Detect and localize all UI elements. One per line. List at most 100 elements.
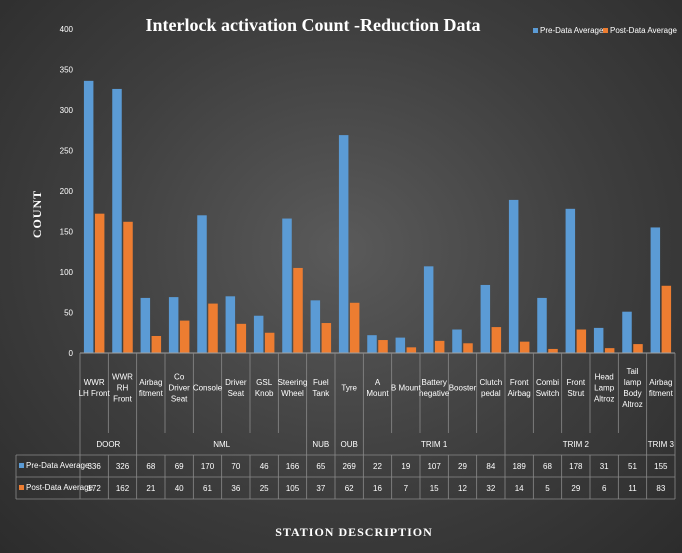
post-data-bar [434,340,445,353]
pre-data-bar [168,297,179,353]
table-series-label: Post-Data Average [26,483,94,492]
pre-data-bar [282,218,292,353]
group-label: NML [213,440,230,449]
post-data-bar [208,303,218,353]
table-value: 29 [571,484,580,493]
table-value: 105 [286,484,300,493]
legend-swatch [533,28,538,33]
y-axis-title: COUNT [30,190,44,238]
pre-data-bar [253,315,264,353]
table-value: 14 [515,484,524,493]
table-value: 21 [146,484,155,493]
y-tick-label: 350 [60,66,74,75]
category-label: Booster [449,384,477,393]
post-data-bar [123,221,133,353]
post-data-bar [604,348,615,353]
table-legend-key [19,463,24,468]
pre-data-bar [593,327,604,353]
pre-data-bar [508,199,519,353]
table-value: 37 [316,484,325,493]
legend-label: Pre-Data Average [540,26,604,35]
pre-data-bar [395,337,406,353]
category-label: B Mount [391,384,422,393]
group-label: TRIM 1 [421,440,448,449]
pre-data-bar [480,284,491,353]
table-value: 70 [231,462,240,471]
y-tick-label: 50 [64,309,73,318]
category-label: lamp [624,378,642,387]
category-label: fitment [649,389,674,398]
category-label: fitment [139,389,164,398]
table-value: 5 [545,484,550,493]
table-value: 40 [175,484,184,493]
pre-data-bar [225,296,236,353]
y-tick-label: 100 [60,268,74,277]
pre-data-bar [197,215,207,353]
pre-data-bar [452,329,462,353]
category-label: Airbag [139,378,162,387]
table-value: 16 [373,484,382,493]
category-label: Knob [255,389,274,398]
post-data-bar [151,335,162,353]
category-label: Front [113,395,132,404]
category-label: Strut [567,389,585,398]
table-value: 107 [427,462,441,471]
table-value: 19 [401,462,410,471]
table-value: 166 [286,462,300,471]
table-value: 68 [543,462,552,471]
category-label: Altroz [594,395,614,404]
y-tick-label: 200 [60,187,74,196]
group-label: OUB [340,440,357,449]
category-label: A [375,378,381,387]
y-tick-label: 300 [60,106,74,115]
category-label: Body [623,389,641,398]
category-label: Airbag [649,378,672,387]
post-data-bar [179,320,190,353]
post-data-bar [633,344,643,353]
pre-data-bar [338,135,349,353]
table-value: 7 [404,484,409,493]
x-axis-title: STATION DESCRIPTION [275,525,433,539]
group-label: TRIM 3 [648,440,675,449]
pre-data-bar [140,297,151,353]
chart-title: Interlock activation Count -Reduction Da… [146,15,481,35]
table-value: 65 [316,462,325,471]
group-label: DOOR [96,440,120,449]
table-value: 51 [628,462,637,471]
y-tick-label: 150 [60,228,74,237]
post-data-bar [349,302,360,353]
table-value: 269 [342,462,356,471]
category-label: GSL [256,378,273,387]
pre-data-bar [565,208,576,353]
category-label: WWR [112,373,133,382]
pre-data-bar [83,80,94,353]
table-value: 178 [569,462,583,471]
pre-data-bar [650,227,661,353]
table-value: 84 [486,462,495,471]
category-label: RH [117,384,129,393]
y-tick-label: 250 [60,147,74,156]
table-value: 69 [175,462,184,471]
category-label: Front [510,378,529,387]
table-value: 326 [116,462,130,471]
post-data-bar [661,285,672,353]
table-value: 29 [458,462,467,471]
bars [83,80,672,353]
table-value: 36 [231,484,240,493]
table-value: 61 [203,484,212,493]
y-axis: 0 50 100 150 200 250 300 350 400 [60,25,74,358]
post-data-bar [236,323,247,353]
category-label: Clutch [479,378,502,387]
pre-data-bar [622,311,632,353]
legend: Pre-Data Average Post-Data Average [533,26,678,35]
post-data-bar [548,348,558,353]
post-data-bar [264,332,275,353]
category-label: Seat [171,395,188,404]
table-value: 22 [373,462,382,471]
table-value: 189 [512,462,526,471]
post-data-bar [491,327,502,353]
category-label: Airbag [508,389,531,398]
category-label: Tyre [341,384,357,393]
